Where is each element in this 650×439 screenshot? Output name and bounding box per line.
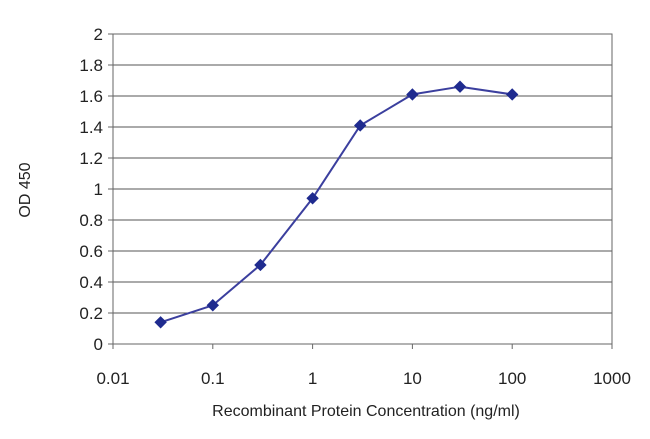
- x-tick-label: 1000: [593, 369, 631, 388]
- y-tick-label: 0.6: [79, 242, 103, 261]
- x-axis-label: Recombinant Protein Concentration (ng/ml…: [212, 403, 520, 420]
- grid-lines: [113, 64, 612, 314]
- y-tick-label: 1.6: [79, 87, 103, 106]
- y-tick-label: 0.4: [79, 273, 103, 292]
- x-tick-label: 10: [403, 369, 422, 388]
- data-point-marker: [354, 119, 367, 132]
- y-tick-label: 1.4: [79, 118, 103, 137]
- y-axis-tick-labels: 0 0.2 0.4 0.6 0.8 1 1.2 1.4 1.6 1.8 2: [79, 25, 113, 354]
- y-tick-label: 0.2: [79, 304, 103, 323]
- y-tick-label: 0: [94, 335, 103, 354]
- x-tick-label: 0.1: [201, 369, 225, 388]
- y-tick-label: 1: [94, 180, 103, 199]
- y-tick-label: 0.8: [79, 211, 103, 230]
- data-point-marker: [254, 258, 267, 272]
- data-point-marker: [505, 88, 519, 101]
- y-tick-label: 2: [94, 25, 103, 44]
- x-tick-label: 1: [308, 369, 317, 388]
- y-tick-label: 1.2: [79, 149, 103, 168]
- data-point-marker: [406, 88, 419, 101]
- series-line: [160, 85, 513, 324]
- x-tick-label: 0.01: [96, 369, 129, 388]
- x-axis-tick-labels: 0.01 0.1 1 10 100 1000: [96, 344, 631, 388]
- data-point-marker: [206, 299, 220, 312]
- data-point-marker: [306, 192, 319, 205]
- y-tick-label: 1.8: [79, 56, 103, 75]
- x-tick-label: 100: [498, 369, 526, 388]
- y-axis-label: OD 450: [17, 162, 34, 217]
- data-point-marker: [453, 80, 467, 93]
- data-point-marker: [154, 316, 167, 329]
- data-series: [154, 80, 519, 329]
